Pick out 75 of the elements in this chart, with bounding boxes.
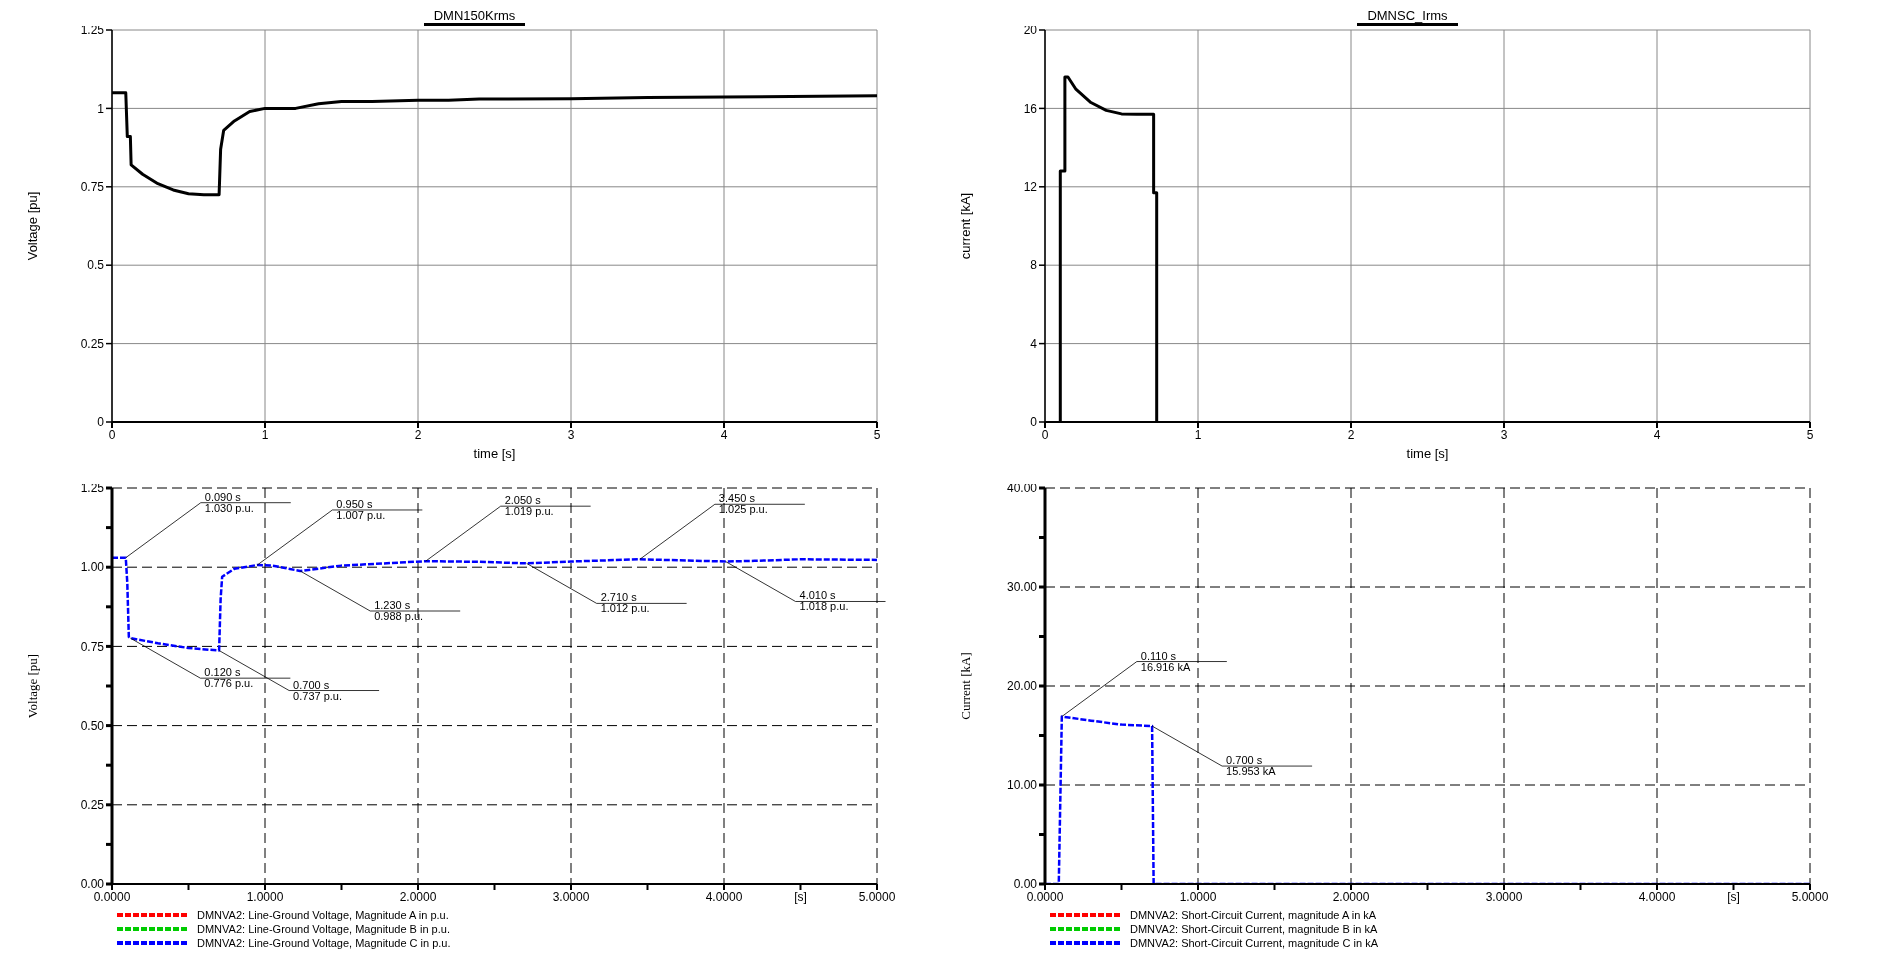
- y-tick-label: 0.00: [1013, 877, 1038, 892]
- y-tick-label: 0.75: [80, 639, 105, 654]
- x-tick-label: 0: [1041, 427, 1049, 442]
- y-tick-label: 0.50: [80, 718, 105, 733]
- x-tick-label: 4: [1653, 427, 1661, 442]
- annotation: 0.700 s 0.737 p.u.: [293, 678, 343, 702]
- x-tick-label: 1: [1194, 427, 1202, 442]
- y-axis-title: current [kA]: [957, 192, 973, 260]
- annotation: 0.090 s 1.030 p.u.: [204, 490, 254, 514]
- x-axis-title: time [s]: [473, 446, 516, 461]
- x-axis-title: time [s]: [1406, 446, 1449, 461]
- x-tick-label: 3.0000: [552, 889, 590, 904]
- annotation: 2.050 s 1.019 p.u.: [504, 494, 554, 518]
- y-tick-label: 16: [1023, 101, 1038, 116]
- x-tick-label: 5: [873, 427, 881, 442]
- x-tick-label: 3: [1500, 427, 1508, 442]
- x-tick-label: 5: [1806, 427, 1814, 442]
- x-tick-label: 2: [1347, 427, 1355, 442]
- y-tick-label: 0.25: [80, 336, 105, 351]
- legend-label: DMNVA2: Short-Circuit Current, magnitude C in kA: [1130, 936, 1378, 950]
- annotation: 3.450 s 1.025 p.u.: [718, 492, 768, 516]
- x-tick-label: 3: [567, 427, 575, 442]
- x-tick-label: 3.0000: [1485, 889, 1523, 904]
- y-tick-label: 1.00: [80, 560, 105, 575]
- y-axis-title: Voltage [pu]: [24, 653, 40, 719]
- x-tick-label: 0.0000: [1026, 889, 1064, 904]
- annotation: 2.710 s 1.012 p.u.: [600, 591, 650, 615]
- x-tick-label: 1.0000: [246, 889, 284, 904]
- y-axis-title: Current [kA]: [957, 652, 973, 720]
- y-tick-label: 1.25: [80, 23, 105, 38]
- y-tick-label: 4: [1030, 336, 1038, 351]
- x-tick-label: 1.0000: [1179, 889, 1217, 904]
- y-tick-label: 0.00: [80, 877, 105, 892]
- y-tick-label: 0: [97, 415, 105, 430]
- x-tick-label: 5.0000: [858, 889, 896, 904]
- legend-label: DMNVA2: Line-Ground Voltage, Magnitude B in p.u.: [197, 922, 450, 936]
- annotation: 0.700 s 15.953 kA: [1226, 754, 1277, 778]
- x-tick-label: [s]: [794, 889, 807, 904]
- legend-label: DMNVA2: Line-Ground Voltage, Magnitude A in p.u.: [197, 908, 449, 922]
- x-tick-label: 2.0000: [399, 889, 437, 904]
- legend-label: DMNVA2: Short-Circuit Current, magnitude B in kA: [1130, 922, 1378, 936]
- x-tick-label: 5.0000: [1791, 889, 1829, 904]
- legend-label: DMNVA2: Line-Ground Voltage, Magnitude C in p.u.: [197, 936, 451, 950]
- y-tick-label: 10.00: [1006, 778, 1038, 793]
- x-tick-label: 2.0000: [1332, 889, 1370, 904]
- y-axis-title: Voltage [pu]: [24, 191, 40, 261]
- y-tick-label: 20.00: [1006, 679, 1038, 694]
- y-tick-label: 0: [1030, 415, 1038, 430]
- y-tick-label: 1: [97, 101, 105, 116]
- x-tick-label: [s]: [1727, 889, 1740, 904]
- y-tick-label: 12: [1023, 180, 1038, 195]
- y-tick-label: 30.00: [1006, 580, 1038, 595]
- y-tick-label: 0.25: [80, 798, 105, 813]
- annotation: 0.110 s 16.916 kA: [1140, 649, 1192, 673]
- y-tick-label: 20: [1023, 23, 1038, 38]
- chart-title: DMNSC_Irms: [1357, 8, 1458, 26]
- y-tick-label: 8: [1030, 258, 1038, 273]
- annotation: 1.230 s 0.988 p.u.: [374, 599, 424, 622]
- x-tick-label: 4.0000: [1638, 889, 1676, 904]
- annotation: 4.010 s 1.018 p.u.: [799, 589, 849, 613]
- x-tick-label: 4: [720, 427, 728, 442]
- legend-label: DMNVA2: Short-Circuit Current, magnitude A in kA: [1130, 908, 1377, 922]
- annotation: 0.120 s 0.776 p.u.: [204, 666, 254, 690]
- x-tick-label: 2: [414, 427, 422, 442]
- y-tick-label: 0.5: [87, 258, 105, 273]
- chart-title: DMN150Krms: [423, 8, 526, 26]
- y-tick-label: 0.75: [80, 180, 105, 195]
- y-tick-label: 40.00: [1006, 481, 1038, 496]
- x-tick-label: 0: [108, 427, 116, 442]
- x-tick-label: 4.0000: [705, 889, 743, 904]
- annotation: 0.950 s 1.007 p.u.: [336, 497, 386, 521]
- x-tick-label: 1: [261, 427, 269, 442]
- y-tick-label: 1.25: [80, 481, 105, 496]
- x-tick-label: 0.0000: [93, 889, 131, 904]
- line-series: [112, 556, 877, 652]
